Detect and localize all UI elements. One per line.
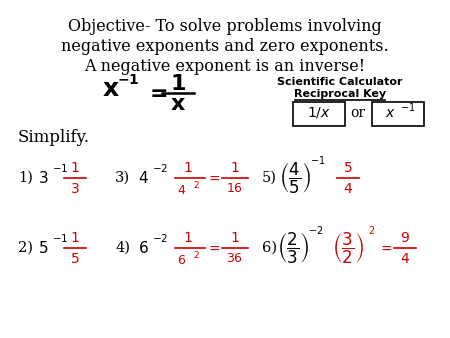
- Text: Reciprocal Key: Reciprocal Key: [294, 89, 386, 99]
- Text: 3): 3): [115, 171, 130, 185]
- Text: $1$: $1$: [230, 161, 240, 175]
- Text: $\bf{1}$: $\bf{1}$: [170, 73, 186, 95]
- Text: $=$: $=$: [206, 171, 220, 185]
- Text: $6$: $6$: [177, 254, 187, 266]
- Text: $3$: $3$: [38, 170, 49, 186]
- Text: $9$: $9$: [400, 231, 410, 245]
- Text: 1): 1): [18, 171, 33, 185]
- Text: $1$: $1$: [70, 161, 80, 175]
- Text: Scientific Calculator: Scientific Calculator: [277, 77, 403, 87]
- Text: $3$: $3$: [70, 182, 80, 196]
- Text: $6$: $6$: [138, 240, 149, 256]
- Text: $\bf{-1}$: $\bf{-1}$: [117, 73, 140, 87]
- Text: $x$: $x$: [385, 106, 396, 120]
- Text: $16$: $16$: [226, 183, 243, 195]
- Text: $2$: $2$: [193, 248, 199, 260]
- Text: $5$: $5$: [38, 240, 48, 256]
- Text: $=$: $=$: [206, 241, 220, 255]
- Text: $4$: $4$: [177, 184, 187, 196]
- Text: $-1$: $-1$: [52, 232, 68, 244]
- Text: $\bf{x}$: $\bf{x}$: [102, 78, 120, 101]
- Text: $4$: $4$: [400, 252, 410, 266]
- Text: 2): 2): [18, 241, 33, 255]
- Text: $-2$: $-2$: [308, 224, 324, 236]
- Text: $\bf{=}$: $\bf{=}$: [145, 81, 167, 103]
- Text: or: or: [351, 106, 365, 120]
- Text: $1$: $1$: [230, 231, 240, 245]
- Text: $\left(\dfrac{3}{2}\right)$: $\left(\dfrac{3}{2}\right)$: [332, 231, 364, 266]
- Text: $=$: $=$: [378, 241, 392, 255]
- Text: Simplify.: Simplify.: [18, 129, 90, 146]
- Text: $4$: $4$: [138, 170, 149, 186]
- Text: 5): 5): [262, 171, 277, 185]
- Text: A negative exponent is an inverse!: A negative exponent is an inverse!: [85, 58, 365, 75]
- Text: $1/x$: $1/x$: [307, 105, 331, 121]
- Text: 4): 4): [115, 241, 130, 255]
- Text: $5$: $5$: [70, 252, 80, 266]
- Text: $-2$: $-2$: [152, 162, 168, 174]
- Text: $2$: $2$: [193, 178, 199, 190]
- Text: $\bf{x}$: $\bf{x}$: [170, 93, 186, 115]
- FancyBboxPatch shape: [293, 102, 345, 126]
- Text: $\left(\dfrac{2}{3}\right)$: $\left(\dfrac{2}{3}\right)$: [277, 231, 309, 266]
- Text: $1$: $1$: [70, 231, 80, 245]
- Text: $36$: $36$: [226, 252, 243, 266]
- Text: $1$: $1$: [183, 231, 193, 245]
- Text: negative exponents and zero exponents.: negative exponents and zero exponents.: [61, 38, 389, 55]
- Text: $5$: $5$: [343, 161, 353, 175]
- Text: $4$: $4$: [343, 182, 353, 196]
- FancyBboxPatch shape: [372, 102, 424, 126]
- Text: 6): 6): [262, 241, 277, 255]
- Text: $-1$: $-1$: [52, 162, 68, 174]
- Text: $-1$: $-1$: [310, 154, 326, 166]
- Text: $-2$: $-2$: [152, 232, 168, 244]
- Text: Objective- To solve problems involving: Objective- To solve problems involving: [68, 18, 382, 35]
- Text: $2$: $2$: [369, 224, 376, 236]
- Text: $-1$: $-1$: [400, 101, 416, 113]
- Text: $\left(\dfrac{4}{5}\right)$: $\left(\dfrac{4}{5}\right)$: [279, 161, 311, 196]
- Text: $1$: $1$: [183, 161, 193, 175]
